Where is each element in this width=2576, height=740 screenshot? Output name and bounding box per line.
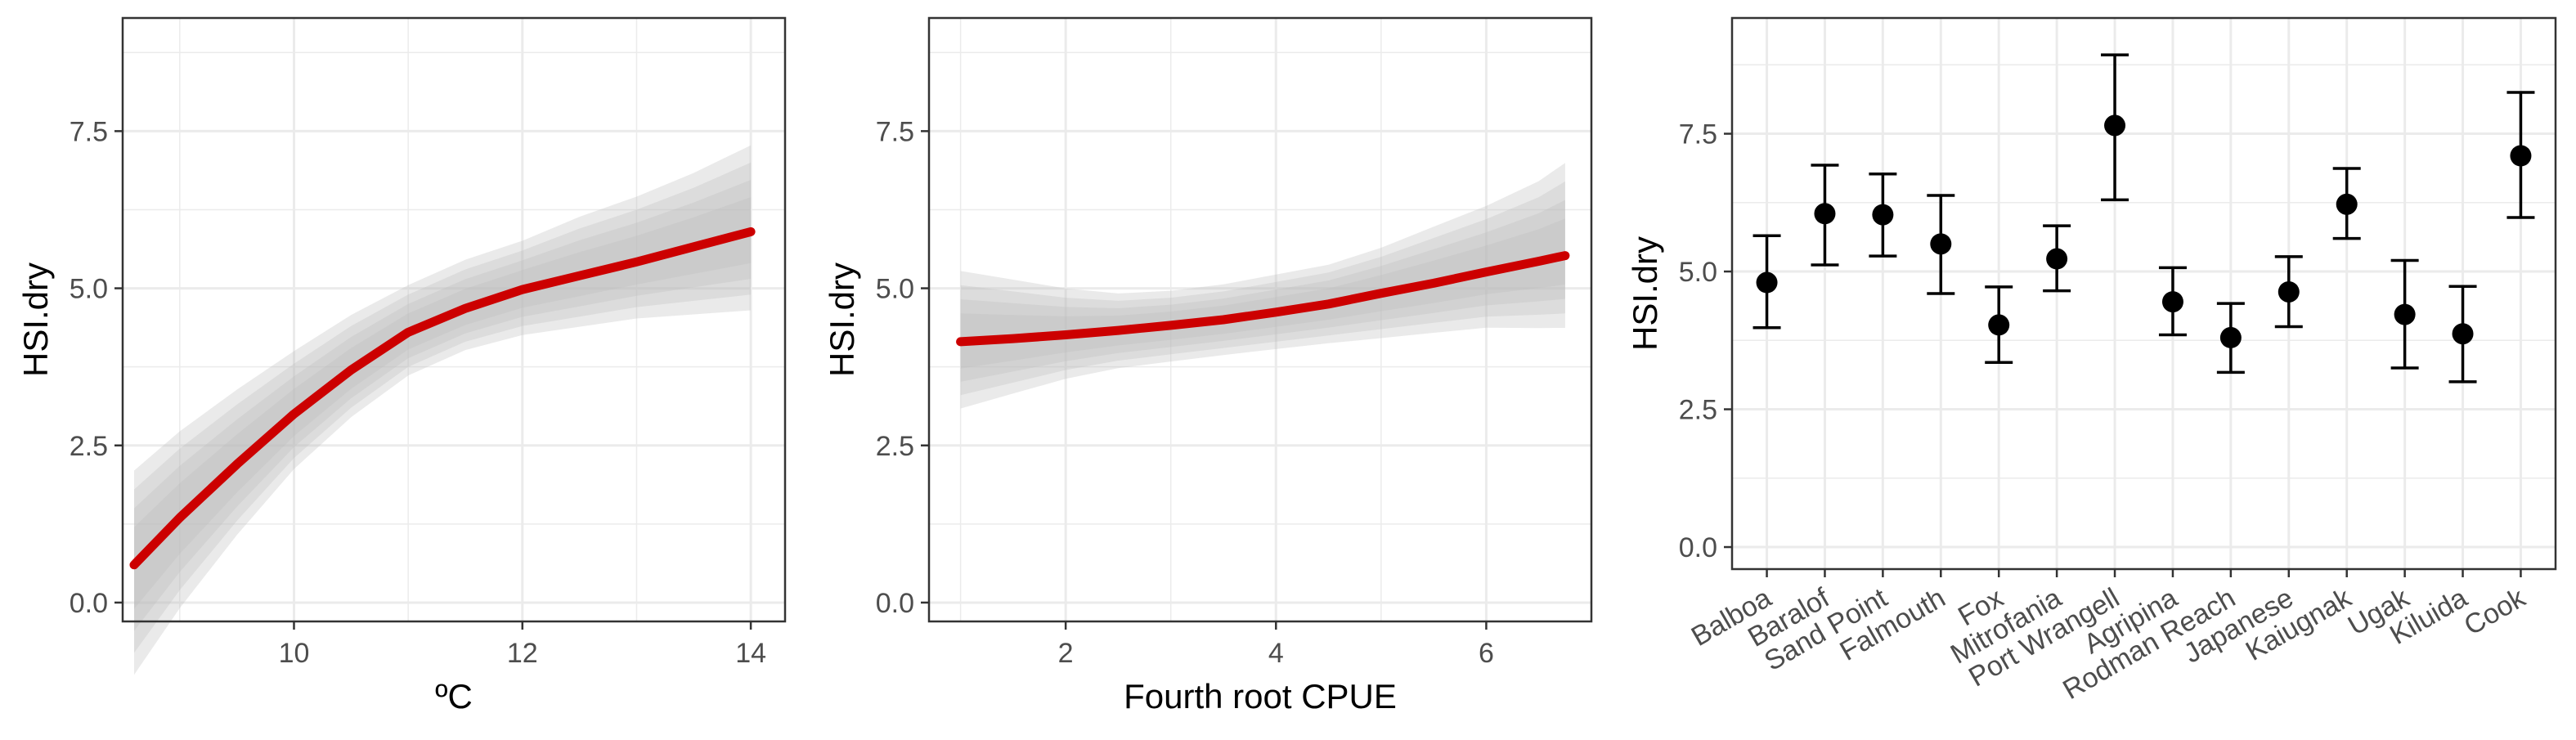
y-axis-title: HSI.dry	[1626, 236, 1664, 351]
data-point	[1116, 329, 1120, 332]
data-point	[406, 330, 410, 334]
x-tick-label: 6	[1479, 638, 1494, 669]
data-point	[1380, 292, 1383, 295]
plot-border	[927, 16, 1593, 623]
panel-1: 0.0 2.5 5.0 7.5 10 12 14 ºC HSI.dry	[16, 16, 787, 715]
data-point	[2278, 280, 2300, 303]
data-point	[2104, 114, 2126, 137]
confidence-band	[960, 181, 1565, 396]
y-tick-label: 2.5	[70, 431, 108, 462]
data-point	[1432, 281, 1435, 285]
plot-background	[929, 18, 1591, 621]
y-tick-label: 2.5	[1679, 395, 1717, 426]
data-point	[1274, 311, 1277, 314]
data-point	[1537, 260, 1541, 263]
fitted-line	[956, 251, 1570, 347]
y-tick-label: 5.0	[876, 274, 914, 305]
data-point	[1169, 324, 1173, 327]
x-tick-label: Cook	[2459, 582, 2532, 642]
y-tick-label: 7.5	[1679, 119, 1717, 150]
confidence-band	[134, 180, 752, 631]
data-point	[236, 463, 239, 466]
data-point	[2510, 145, 2532, 167]
confidence-band	[134, 145, 752, 675]
y-tick-label: 0.0	[70, 588, 108, 619]
data-point	[578, 274, 581, 277]
data-point	[1564, 254, 1567, 258]
data-point	[292, 412, 295, 415]
data-point	[1484, 271, 1488, 274]
plot-border	[121, 16, 787, 623]
confidence-band	[960, 200, 1565, 382]
data-point	[464, 307, 467, 310]
y-tick-label: 5.0	[1679, 257, 1717, 288]
plot-background	[1732, 18, 2556, 569]
confidence-band	[134, 162, 752, 653]
data-point	[2046, 248, 2068, 270]
data-point	[1930, 233, 1952, 255]
data-point	[635, 260, 638, 263]
x-axis-title: Fourth root CPUE	[1124, 677, 1397, 715]
y-tick-label: 2.5	[876, 431, 914, 462]
data-point	[1012, 337, 1015, 340]
fitted-line	[129, 226, 756, 570]
y-tick-label: 5.0	[70, 274, 108, 305]
data-point	[132, 563, 136, 567]
plot-border	[1730, 16, 2557, 571]
x-tick-label: 4	[1268, 638, 1284, 669]
data-point	[2394, 303, 2416, 325]
x-tick-label: 12	[507, 638, 538, 669]
x-tick-label: 10	[279, 638, 310, 669]
data-point	[959, 340, 963, 343]
y-tick-label: 7.5	[70, 116, 108, 147]
panel-2: 0.0 2.5 5.0 7.5 2 4 6 Fourth root CPUE HSI.dry	[823, 16, 1593, 715]
data-point	[749, 230, 752, 233]
data-point	[1327, 303, 1331, 306]
x-tick-label: 14	[735, 638, 766, 669]
data-point	[178, 516, 182, 519]
y-tick-label: 0.0	[1679, 532, 1717, 563]
data-point	[692, 245, 695, 249]
data-point	[1988, 314, 2010, 336]
data-point	[2336, 193, 2358, 215]
x-axis-title: ºC	[435, 677, 473, 715]
confidence-band	[960, 163, 1565, 409]
data-point	[1064, 333, 1067, 336]
y-axis-title: HSI.dry	[16, 262, 55, 377]
data-point	[521, 288, 524, 291]
data-point	[2161, 291, 2183, 313]
y-axis-title: HSI.dry	[823, 262, 861, 377]
confidence-band	[134, 197, 752, 609]
data-point	[1222, 318, 1225, 321]
y-tick-label: 7.5	[876, 116, 914, 147]
data-point	[2452, 323, 2474, 345]
data-point	[1756, 271, 1778, 294]
y-tick-label: 0.0	[876, 588, 914, 619]
data-point	[1814, 203, 1836, 225]
data-point	[2219, 326, 2242, 348]
x-tick-label: 2	[1058, 638, 1074, 669]
data-point	[349, 369, 352, 372]
plot-background	[123, 18, 785, 621]
data-point	[1872, 204, 1894, 226]
